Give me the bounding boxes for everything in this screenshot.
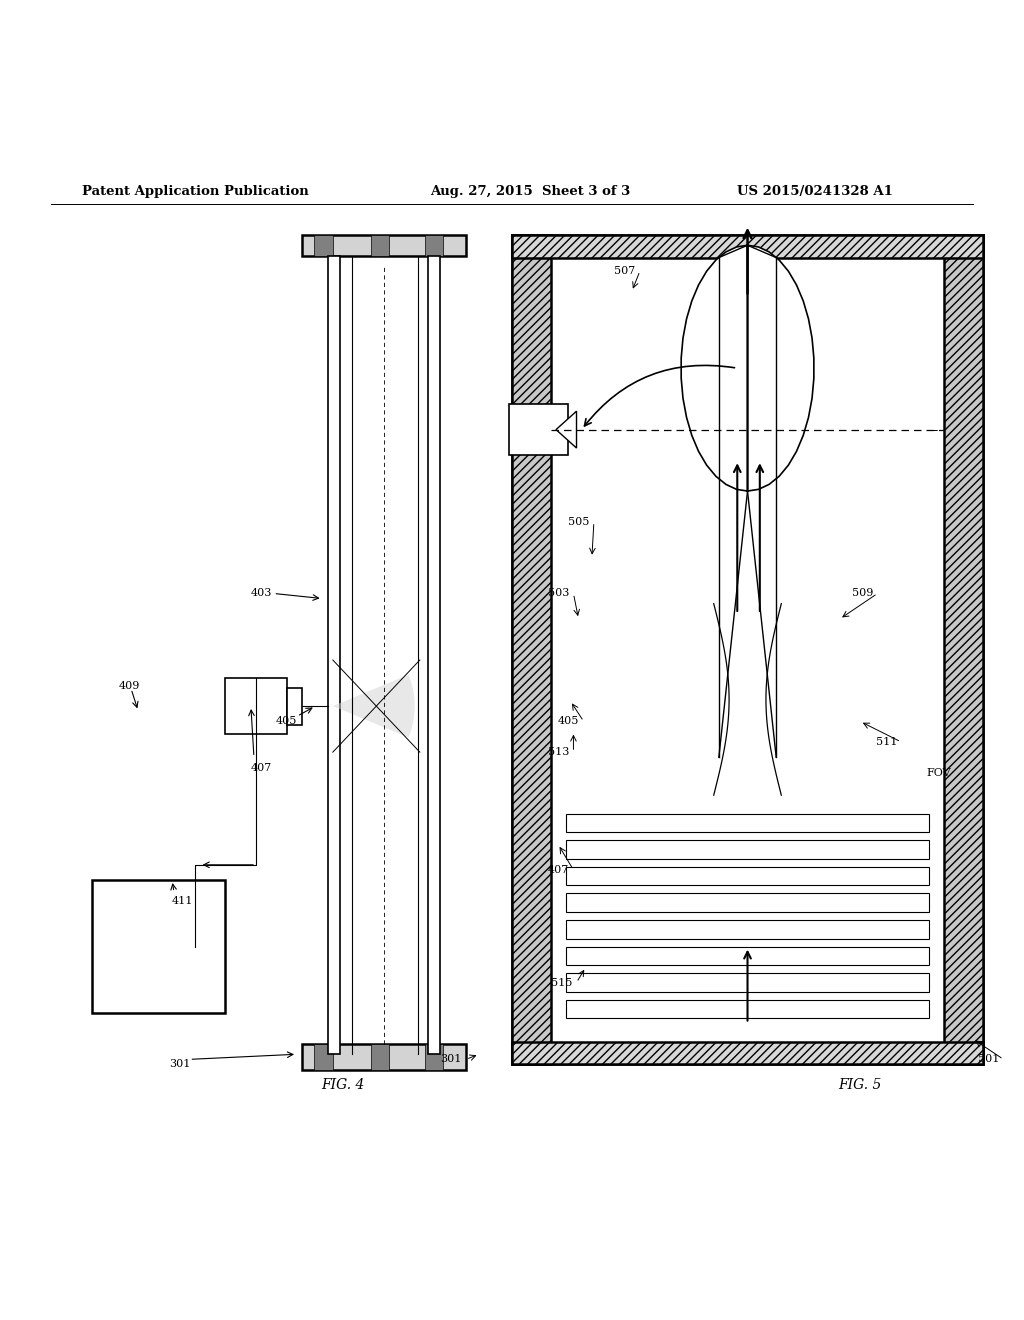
Bar	[566, 841, 929, 858]
Text: 509: 509	[852, 589, 873, 598]
Bar	[566, 894, 929, 912]
Text: 501: 501	[978, 1055, 999, 1064]
Text: Aug. 27, 2015  Sheet 3 of 3: Aug. 27, 2015 Sheet 3 of 3	[430, 185, 631, 198]
Bar	[566, 973, 929, 991]
Text: 407: 407	[251, 763, 272, 772]
Bar	[287, 688, 302, 725]
Text: 407: 407	[548, 865, 569, 875]
Bar	[566, 813, 929, 832]
Text: 409: 409	[119, 681, 140, 690]
Bar	[512, 235, 551, 1064]
Bar	[566, 946, 929, 965]
Bar	[371, 235, 389, 256]
Bar	[425, 1044, 443, 1069]
Polygon shape	[681, 246, 814, 491]
Bar	[944, 235, 983, 1064]
Text: FIG. 5: FIG. 5	[839, 1078, 882, 1092]
Text: 405: 405	[275, 717, 297, 726]
Bar	[371, 1044, 389, 1069]
Text: 505: 505	[568, 516, 590, 527]
Bar	[566, 867, 929, 886]
Bar	[512, 235, 983, 257]
Bar	[428, 256, 440, 1055]
Polygon shape	[333, 675, 415, 738]
Text: 301: 301	[169, 1060, 190, 1069]
Text: 511: 511	[876, 737, 897, 747]
Text: 403: 403	[251, 589, 272, 598]
Bar	[944, 235, 983, 1064]
Text: FIG. 4: FIG. 4	[322, 1078, 365, 1092]
Bar	[566, 920, 929, 939]
Bar	[302, 235, 466, 256]
Bar	[509, 404, 568, 455]
Bar	[425, 235, 443, 256]
Polygon shape	[556, 411, 577, 447]
Text: 503: 503	[548, 589, 569, 598]
Bar	[512, 235, 983, 1064]
Bar	[314, 1044, 333, 1069]
Text: Patent Application Publication: Patent Application Publication	[82, 185, 308, 198]
Bar	[225, 678, 287, 734]
Text: 301: 301	[440, 1055, 462, 1064]
Bar	[512, 235, 551, 1064]
Bar	[92, 880, 225, 1014]
Text: 513: 513	[548, 747, 569, 758]
Bar	[302, 1044, 466, 1069]
Bar	[566, 1001, 929, 1019]
Text: 507: 507	[614, 265, 636, 276]
Bar	[314, 235, 333, 256]
Text: 515: 515	[551, 978, 572, 987]
Text: 405: 405	[558, 717, 580, 726]
Text: 411: 411	[172, 896, 194, 906]
Bar	[328, 256, 340, 1055]
Text: FOV: FOV	[927, 768, 951, 777]
Bar	[512, 1041, 983, 1064]
Text: US 2015/0241328 A1: US 2015/0241328 A1	[737, 185, 893, 198]
